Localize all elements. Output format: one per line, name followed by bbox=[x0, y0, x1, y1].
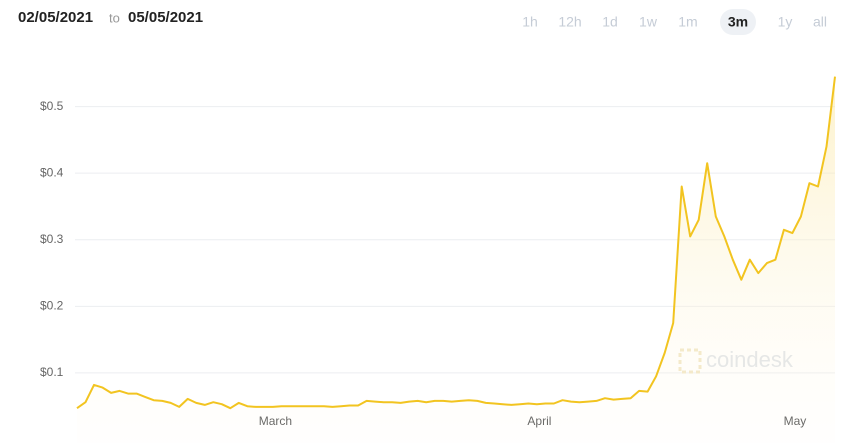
range-button[interactable]: 1d bbox=[602, 14, 618, 30]
range-button[interactable]: 1m bbox=[678, 14, 697, 30]
date-to: 05/05/2021 bbox=[128, 9, 203, 26]
area bbox=[77, 76, 835, 443]
y-tick-label: $0.2 bbox=[40, 299, 64, 313]
range-button[interactable]: 12h bbox=[558, 14, 581, 30]
y-tick-label: $0.3 bbox=[40, 232, 64, 246]
y-tick-label: $0.1 bbox=[40, 365, 64, 379]
range-button[interactable]: all bbox=[813, 14, 827, 30]
price-line bbox=[76, 76, 836, 410]
range-button[interactable]: 1h bbox=[522, 14, 538, 30]
y-tick-label: $0.5 bbox=[40, 99, 64, 113]
range-button[interactable]: 3m bbox=[728, 14, 748, 30]
y-tick-label: $0.4 bbox=[40, 165, 64, 179]
date-joiner: to bbox=[109, 10, 120, 25]
range-button[interactable]: 1y bbox=[778, 14, 793, 30]
date-from: 02/05/2021 bbox=[18, 9, 93, 26]
range-button[interactable]: 1w bbox=[639, 14, 658, 30]
range-highlight bbox=[720, 9, 756, 35]
